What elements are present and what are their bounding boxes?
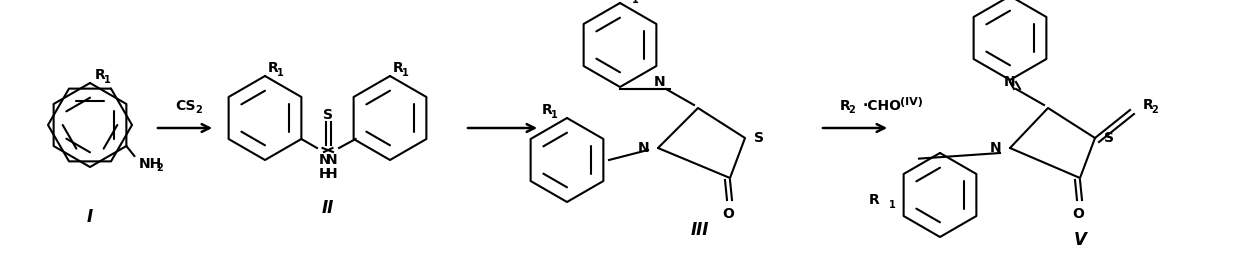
Text: R: R: [268, 61, 278, 75]
Text: R: R: [869, 193, 880, 207]
Text: N: N: [1004, 75, 1016, 89]
Text: 1: 1: [104, 75, 110, 85]
Text: S: S: [322, 108, 332, 122]
Text: 1: 1: [277, 68, 284, 78]
Text: R: R: [94, 68, 105, 82]
Text: II: II: [321, 199, 334, 217]
Text: H: H: [326, 167, 337, 181]
Text: 1: 1: [402, 68, 408, 78]
Text: 2: 2: [1152, 105, 1158, 115]
Text: 2: 2: [156, 163, 162, 173]
Text: CS: CS: [175, 99, 195, 113]
Text: NH: NH: [139, 157, 161, 171]
Text: N: N: [639, 141, 650, 155]
Text: 2: 2: [196, 105, 202, 115]
Text: O: O: [1073, 207, 1084, 221]
Text: N: N: [655, 75, 666, 89]
Text: N: N: [991, 141, 1002, 155]
Text: S: S: [754, 131, 764, 145]
Text: 1: 1: [889, 200, 895, 210]
Text: I: I: [87, 208, 93, 226]
Text: R: R: [839, 99, 851, 113]
Text: S: S: [1104, 131, 1114, 145]
Text: R: R: [1142, 98, 1153, 112]
Text: 1: 1: [631, 0, 639, 5]
Text: V: V: [1074, 231, 1086, 249]
Text: III: III: [691, 221, 709, 239]
Text: N: N: [319, 153, 331, 167]
Text: R: R: [542, 103, 552, 117]
Text: N: N: [326, 153, 337, 167]
Text: 2: 2: [848, 105, 856, 115]
Text: (IV): (IV): [900, 97, 923, 107]
Text: R: R: [622, 0, 634, 2]
Text: 1: 1: [551, 110, 557, 120]
Text: ·CHO: ·CHO: [863, 99, 901, 113]
Text: H: H: [319, 167, 331, 181]
Text: O: O: [722, 207, 734, 221]
Text: R: R: [393, 61, 403, 75]
